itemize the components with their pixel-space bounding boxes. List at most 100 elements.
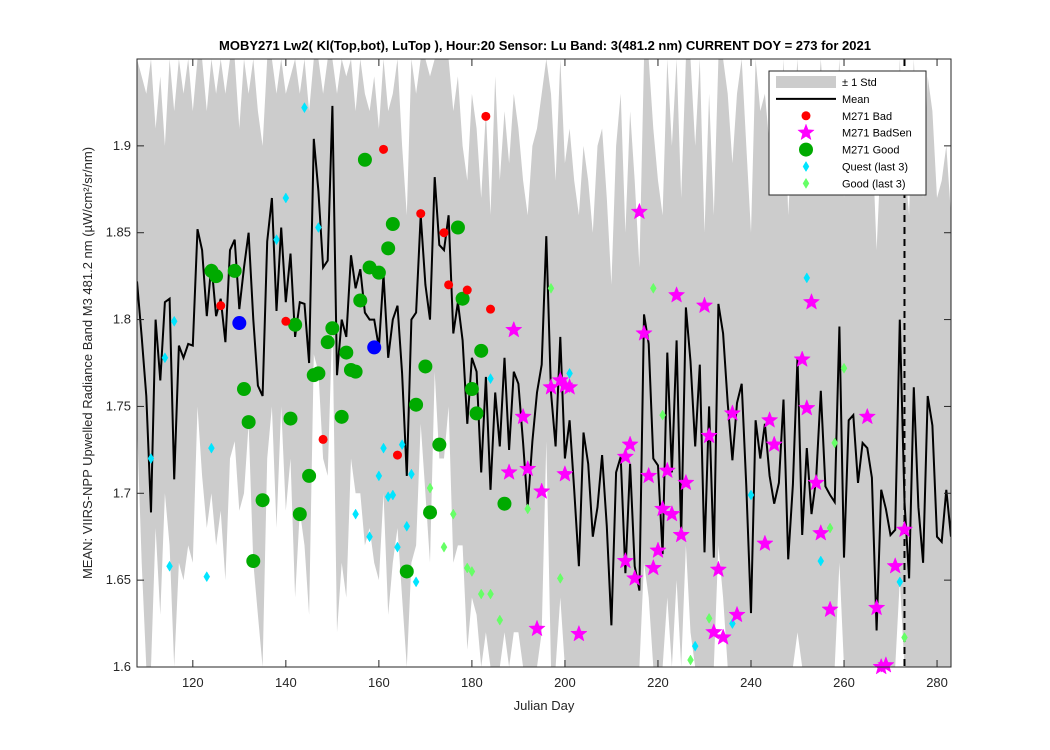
x-axis: 120 140 160 180 200 220 240 260 280 xyxy=(182,59,948,690)
legend-item-std: ± 1 Std xyxy=(776,76,877,89)
bad-point xyxy=(416,209,426,219)
legend-swatch-std xyxy=(776,76,836,88)
quest-point xyxy=(691,640,699,652)
quest-point xyxy=(896,576,904,588)
good-point xyxy=(371,265,386,280)
quest-point xyxy=(166,560,173,572)
badsen-point xyxy=(867,598,886,616)
good-last3-point xyxy=(687,654,694,666)
badsen-point xyxy=(858,407,877,425)
legend-item-good_last3: Good (last 3) xyxy=(802,177,906,190)
badsen-point xyxy=(802,293,821,310)
badsen-point xyxy=(667,286,686,303)
quest-point xyxy=(803,272,811,284)
legend-box xyxy=(768,70,927,196)
bad-point xyxy=(444,280,454,290)
good-point xyxy=(385,217,400,232)
badsen-point xyxy=(723,404,742,421)
badsen-point xyxy=(695,296,714,314)
good-last3-point xyxy=(487,588,494,600)
badsen-point xyxy=(625,569,644,586)
legend-label: Good (last 3) xyxy=(842,178,906,190)
badsen-point xyxy=(644,558,663,576)
bad-point xyxy=(392,450,402,460)
badsen-point xyxy=(630,202,649,220)
good-point xyxy=(423,505,438,520)
badsen-point xyxy=(518,459,537,477)
quest-point xyxy=(817,555,825,567)
y-tick-label: 1.9 xyxy=(113,138,131,153)
good-point xyxy=(497,496,512,511)
x-tick-label: 280 xyxy=(926,675,948,690)
badsen-point xyxy=(528,619,546,637)
quest-point xyxy=(403,520,411,532)
y-axis-label: MEAN: VIIRS-NPP Upwelled Radiance Band M… xyxy=(80,147,95,579)
good-last3-point xyxy=(705,612,713,624)
badsen-point xyxy=(700,426,718,444)
quest-point xyxy=(147,453,155,465)
badsen-point xyxy=(714,628,732,645)
good-point xyxy=(227,263,242,278)
badsen-point xyxy=(807,473,825,491)
highlight-point xyxy=(232,316,247,331)
good-point xyxy=(348,364,363,379)
good-point xyxy=(418,359,433,374)
legend-item-good: M271 Good xyxy=(799,142,899,157)
good-point xyxy=(283,411,298,426)
quest-point xyxy=(747,489,755,501)
good-point xyxy=(320,335,335,350)
quest-point xyxy=(389,489,397,501)
bad-point xyxy=(281,316,291,326)
good-last3-point xyxy=(468,565,476,577)
good-last3-point xyxy=(650,282,657,294)
quest-point xyxy=(282,192,290,204)
badsen-point xyxy=(663,504,681,522)
quest-point xyxy=(375,470,383,482)
y-tick-label: 1.8 xyxy=(113,312,131,327)
good-point xyxy=(236,382,251,397)
badsen-point xyxy=(616,551,635,569)
y-axis: 1.6 1.65 1.7 1.75 1.8 1.85 1.9 xyxy=(106,138,951,674)
quest-point xyxy=(203,571,211,583)
good-last3-point xyxy=(463,562,471,574)
legend-label: ± 1 Std xyxy=(842,77,877,89)
good-point xyxy=(311,366,326,381)
bad-point xyxy=(379,144,389,154)
badsen-point xyxy=(570,624,588,642)
good-last3-point xyxy=(450,508,457,520)
good-point xyxy=(288,317,303,332)
badsen-point xyxy=(877,656,895,673)
y-tick-label: 1.65 xyxy=(106,572,131,587)
good-last3-point xyxy=(831,437,839,449)
legend-swatch-good-last3 xyxy=(802,177,810,189)
quest-point xyxy=(729,618,736,630)
good-point xyxy=(464,382,479,397)
good-last3-point xyxy=(524,503,532,515)
good-last3-point xyxy=(496,614,504,626)
badsen-point xyxy=(639,466,658,484)
badsen-point xyxy=(895,520,914,538)
quest-point xyxy=(161,352,169,364)
badsen-point xyxy=(621,435,639,453)
x-tick-label: 140 xyxy=(275,675,297,690)
good-point xyxy=(450,220,465,235)
bad-point xyxy=(318,434,328,444)
legend-swatch-badsen xyxy=(797,123,815,141)
quest-point xyxy=(273,234,280,246)
x-tick-label: 220 xyxy=(647,675,669,690)
quest-point xyxy=(315,222,322,233)
legend-item-bad: M271 Bad xyxy=(801,111,892,123)
quest-point xyxy=(380,442,387,454)
good-point xyxy=(209,269,224,284)
y-tick-label: 1.75 xyxy=(106,398,131,413)
good-point xyxy=(241,415,256,430)
legend-item-badsen: M271 BadSen xyxy=(797,123,912,141)
badsen-point xyxy=(672,525,690,543)
good-point xyxy=(325,321,340,336)
bad-point xyxy=(439,228,449,238)
good-last3-point xyxy=(659,409,666,421)
x-tick-label: 160 xyxy=(368,675,390,690)
quest-point xyxy=(208,442,215,454)
badsen-point xyxy=(500,463,518,480)
badsen-point xyxy=(560,378,579,395)
